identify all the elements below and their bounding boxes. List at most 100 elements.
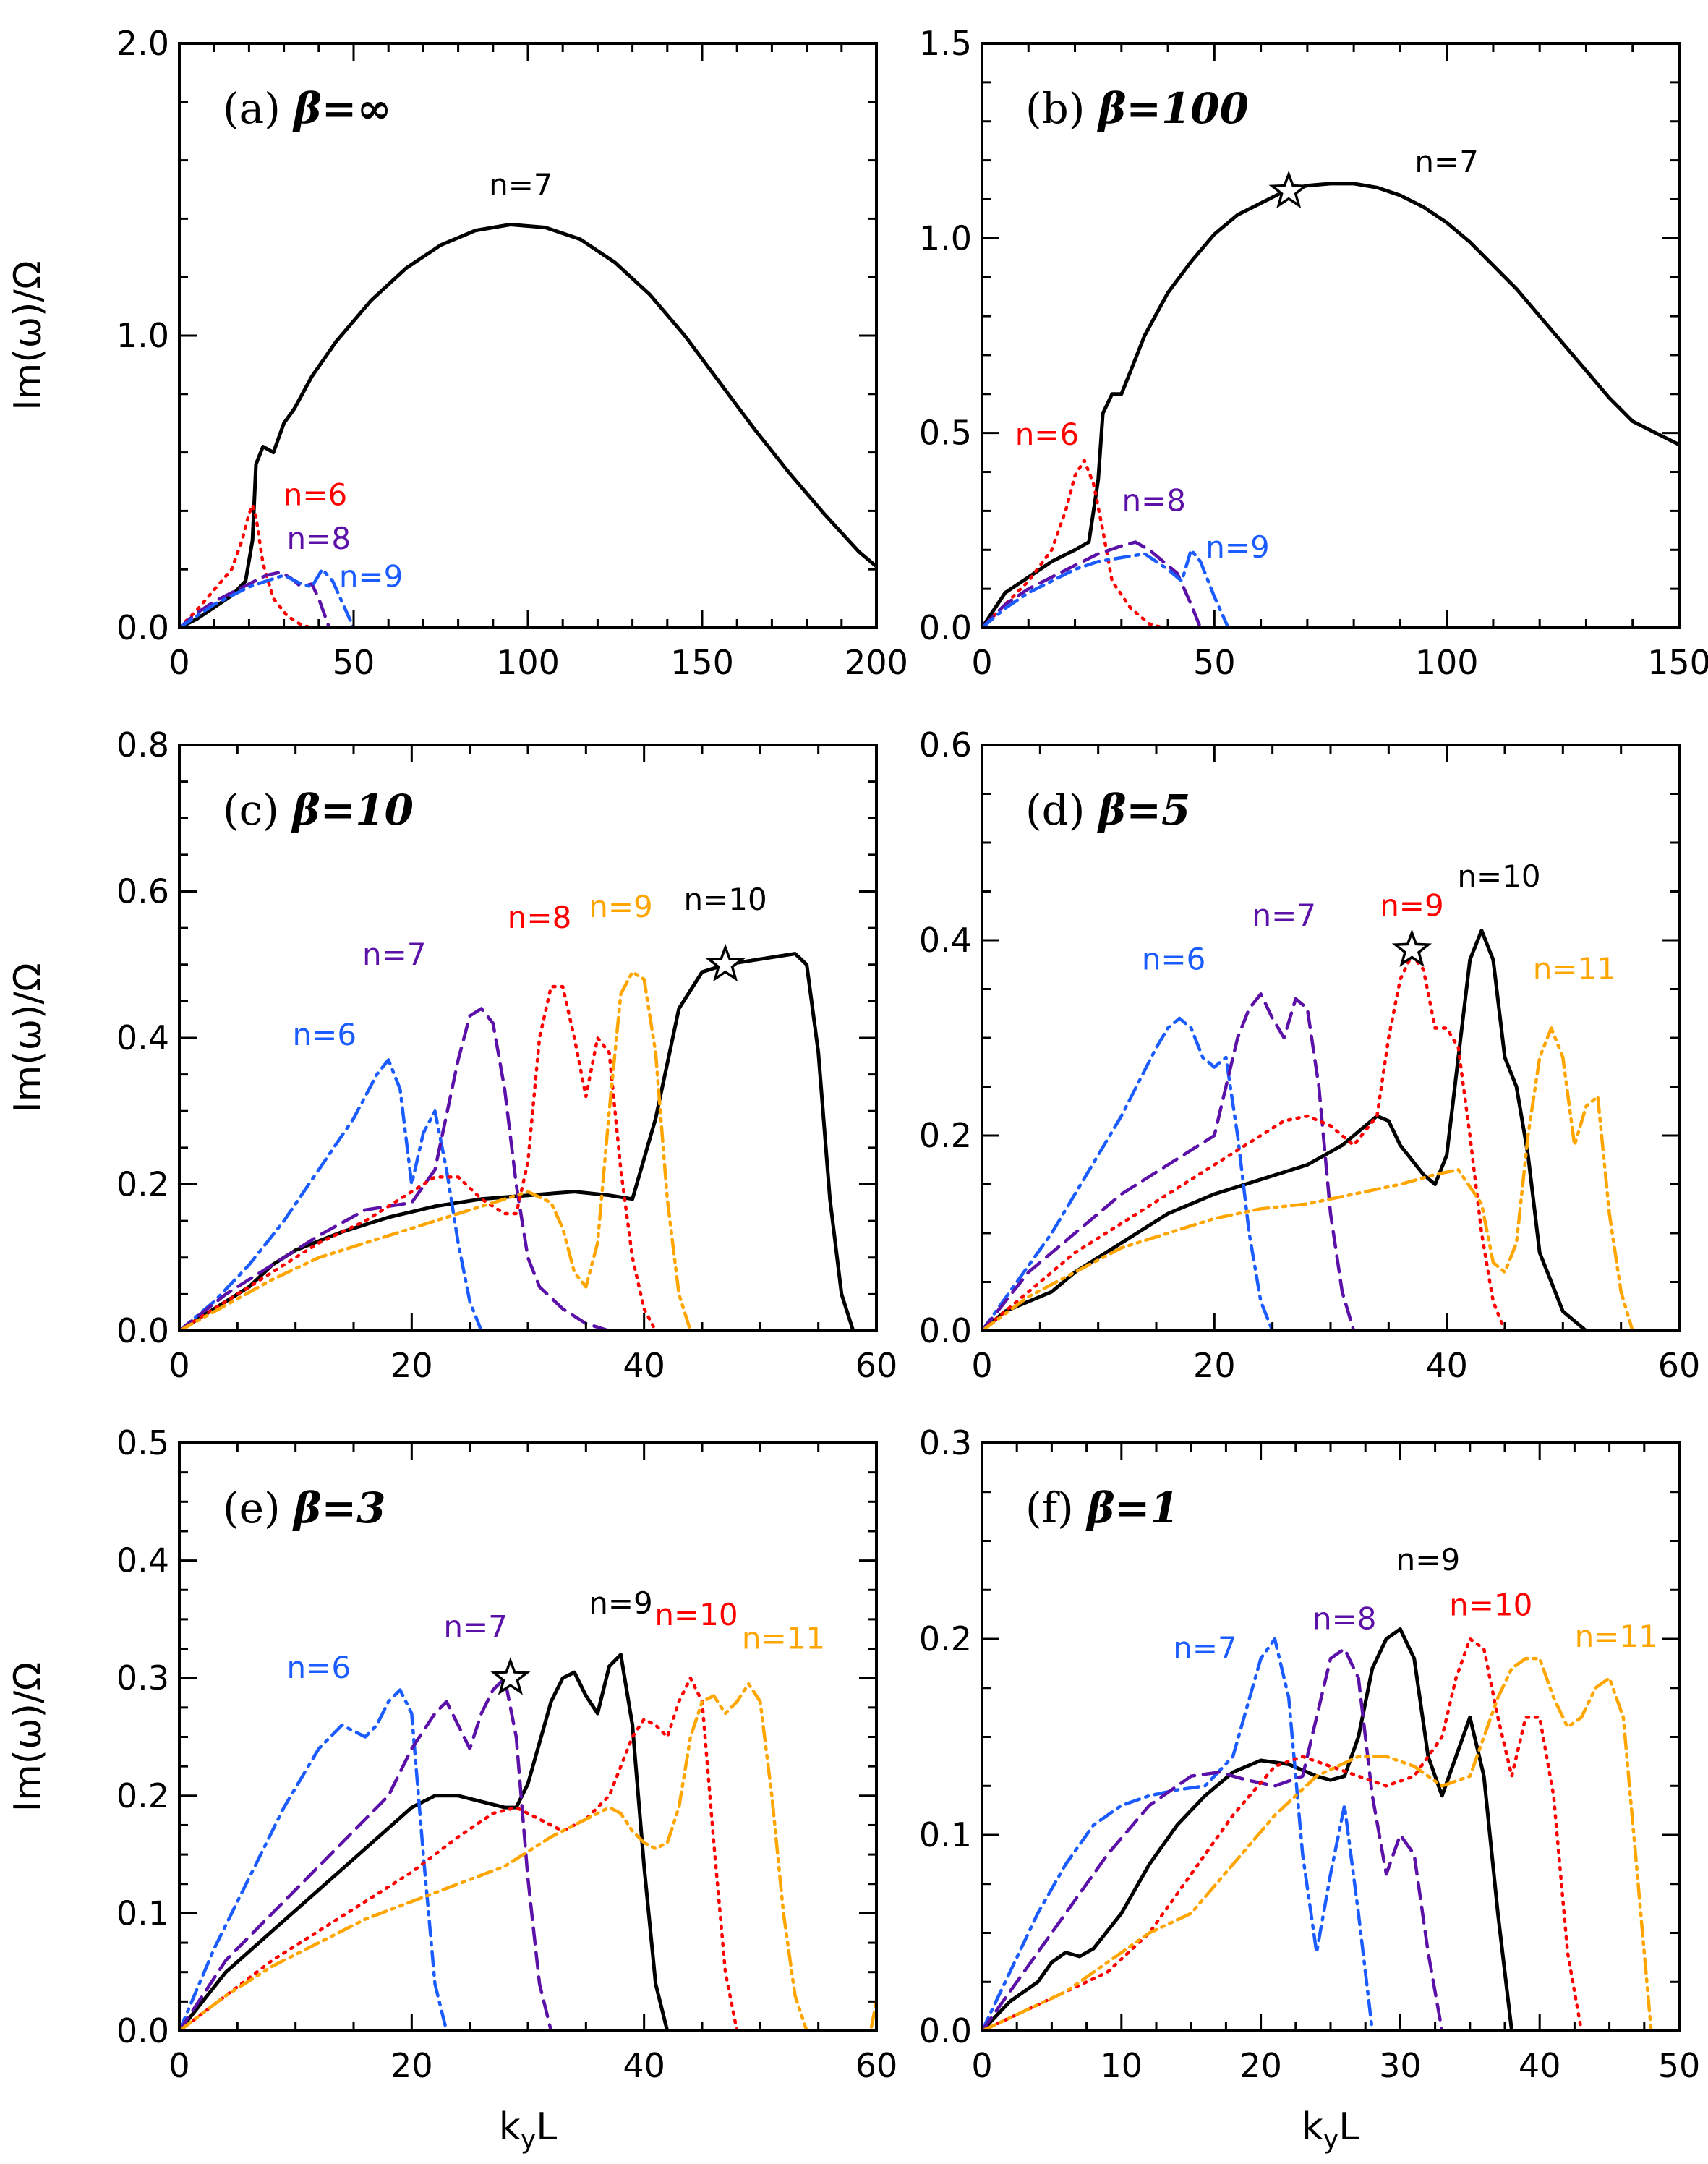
series-line-n6	[179, 1058, 483, 1331]
star-marker	[490, 1657, 531, 1695]
y-tick-label: 1.0	[919, 218, 972, 257]
series-annotation: n=9	[1205, 529, 1270, 565]
series-annotation: n=6	[293, 1017, 357, 1052]
series-annotation: n=8	[508, 900, 572, 935]
series-line-n8	[179, 570, 331, 628]
x-tick-label: 40	[623, 2046, 665, 2085]
y-tick-label: 0.6	[116, 872, 169, 911]
panel-tag: (a)	[223, 84, 294, 133]
series-line-n7	[179, 223, 876, 628]
y-tick-label: 0.5	[116, 1423, 169, 1462]
series-annotation: n=11	[1575, 1619, 1658, 1654]
panel-beta: β=1	[1085, 1483, 1179, 1533]
series-group	[982, 929, 1634, 1331]
y-tick-label: 0.2	[919, 1619, 972, 1658]
panel-beta: β=10	[291, 785, 414, 835]
x-tick-label: 0	[971, 1346, 992, 1385]
panel-f: 0 10 20 30 40 50 0.0 0.1 0.2 0.3 (f) β=1 n=9 n=7 n=8 n…	[919, 1423, 1700, 2155]
panel-beta: β=3	[292, 1483, 385, 1533]
series-group	[982, 1627, 1653, 2031]
x-tick-label: 40	[1519, 2046, 1561, 2085]
series-line-n6	[179, 503, 314, 628]
y-tick-label: 0.4	[116, 1541, 169, 1580]
panel-c: 0 20 40 60 0.0 0.2 0.4 0.6 0.8 (c) β=10 n=10 n=6 n=7…	[7, 725, 897, 1385]
y-tick-label: 0.6	[919, 725, 972, 764]
series-annotation: n=6	[287, 1650, 351, 1685]
star-marker	[1391, 929, 1432, 967]
y-tick-label: 0.0	[116, 1311, 169, 1350]
plot-frame	[981, 42, 1681, 629]
x-tick-label: 10	[1101, 2046, 1143, 2085]
series-annotation: n=9	[589, 1585, 653, 1621]
x-tick-label: 50	[1658, 2046, 1701, 2085]
x-tick-label: 50	[333, 643, 375, 682]
panel-d: 0 20 40 60 0.0 0.2 0.4 0.6 (d) β=5 n=10 n=6 n=7 n=9 n…	[919, 725, 1700, 1385]
y-tick-label: 0.0	[919, 1311, 972, 1350]
y-tick-label: 0.5	[919, 414, 972, 453]
series-line-n10	[179, 952, 855, 1331]
series-line-n10	[179, 1676, 739, 2031]
y-axis-label: Im(ω)/Ω	[7, 963, 50, 1112]
y-tick-label: 2.0	[116, 24, 169, 63]
star-marker	[1268, 170, 1309, 209]
series-line-n9	[179, 567, 356, 628]
series-line-n9	[982, 548, 1230, 628]
panel-title: (b) β=100	[1025, 84, 1249, 133]
series-line-n8	[982, 540, 1203, 628]
panel-title: (f) β=1	[1025, 1483, 1179, 1533]
x-tick-label: 20	[1239, 2046, 1282, 2085]
y-tick-label: 0.4	[116, 1018, 169, 1057]
series-annotation: n=7	[1252, 898, 1316, 933]
y-tick-label: 0.2	[919, 1116, 972, 1155]
y-tick-label: 1.0	[116, 316, 169, 355]
series-line-n9	[179, 1653, 670, 2031]
panel-title: (e) β=3	[223, 1483, 386, 1533]
panel-beta: β=100	[1097, 84, 1249, 133]
panel-beta: β=∞	[292, 84, 391, 133]
panel-tag: (c)	[223, 785, 292, 835]
series-line-n7	[179, 1676, 553, 2031]
y-tick-label: 0.0	[116, 608, 169, 647]
panel-a: 0 50 100 150 200 0.0 1.0 2.0 (a) β=∞ n=7 n=6 n=8n=9…	[7, 24, 908, 682]
y-tick-label: 0.1	[919, 1815, 972, 1854]
series-annotation: n=9	[1380, 887, 1444, 923]
series-annotation: n=9	[589, 889, 653, 924]
y-tick-label: 0.3	[116, 1658, 169, 1697]
x-tick-label: 100	[496, 643, 560, 682]
panel-tag: (b)	[1025, 84, 1098, 133]
series-line-n7	[982, 992, 1356, 1331]
series-annotation: n=11	[742, 1621, 825, 1656]
y-tick-label: 1.5	[919, 24, 972, 63]
x-tick-label: 0	[168, 1346, 189, 1385]
panel-tag: (f)	[1025, 1483, 1087, 1533]
series-line-n9	[982, 953, 1507, 1331]
y-axis-label: Im(ω)/Ω	[7, 260, 50, 410]
panel-title: (d) β=5	[1025, 785, 1190, 835]
x-tick-label: 60	[855, 1346, 898, 1385]
series-annotation: n=8	[1122, 482, 1187, 518]
series-line-n11	[179, 1682, 876, 2031]
x-tick-label: 20	[1193, 1346, 1236, 1385]
y-tick-label: 0.4	[919, 921, 972, 960]
series-annotation: n=7	[489, 167, 553, 203]
series-line-n6	[982, 1016, 1274, 1331]
series-annotation: n=7	[1173, 1630, 1237, 1666]
series-line-n7	[982, 1637, 1375, 2031]
y-tick-label: 0.8	[116, 725, 169, 764]
y-tick-label: 0.0	[919, 2011, 972, 2050]
x-tick-label: 20	[390, 2046, 433, 2085]
series-annotation: n=6	[283, 477, 348, 512]
series-line-n7	[179, 1007, 611, 1331]
x-tick-label: 40	[1425, 1346, 1468, 1385]
series-group	[179, 223, 876, 628]
series-group	[179, 952, 855, 1331]
x-tick-label: 0	[168, 643, 189, 682]
series-line-n6	[982, 459, 1165, 628]
panel-title: (c) β=10	[223, 785, 414, 835]
panel-tag: (e)	[223, 1483, 294, 1533]
series-group	[179, 1653, 876, 2031]
series-annotation: n=9	[339, 558, 403, 594]
x-tick-label: 40	[623, 1346, 665, 1385]
x-tick-label: 0	[971, 2046, 992, 2085]
